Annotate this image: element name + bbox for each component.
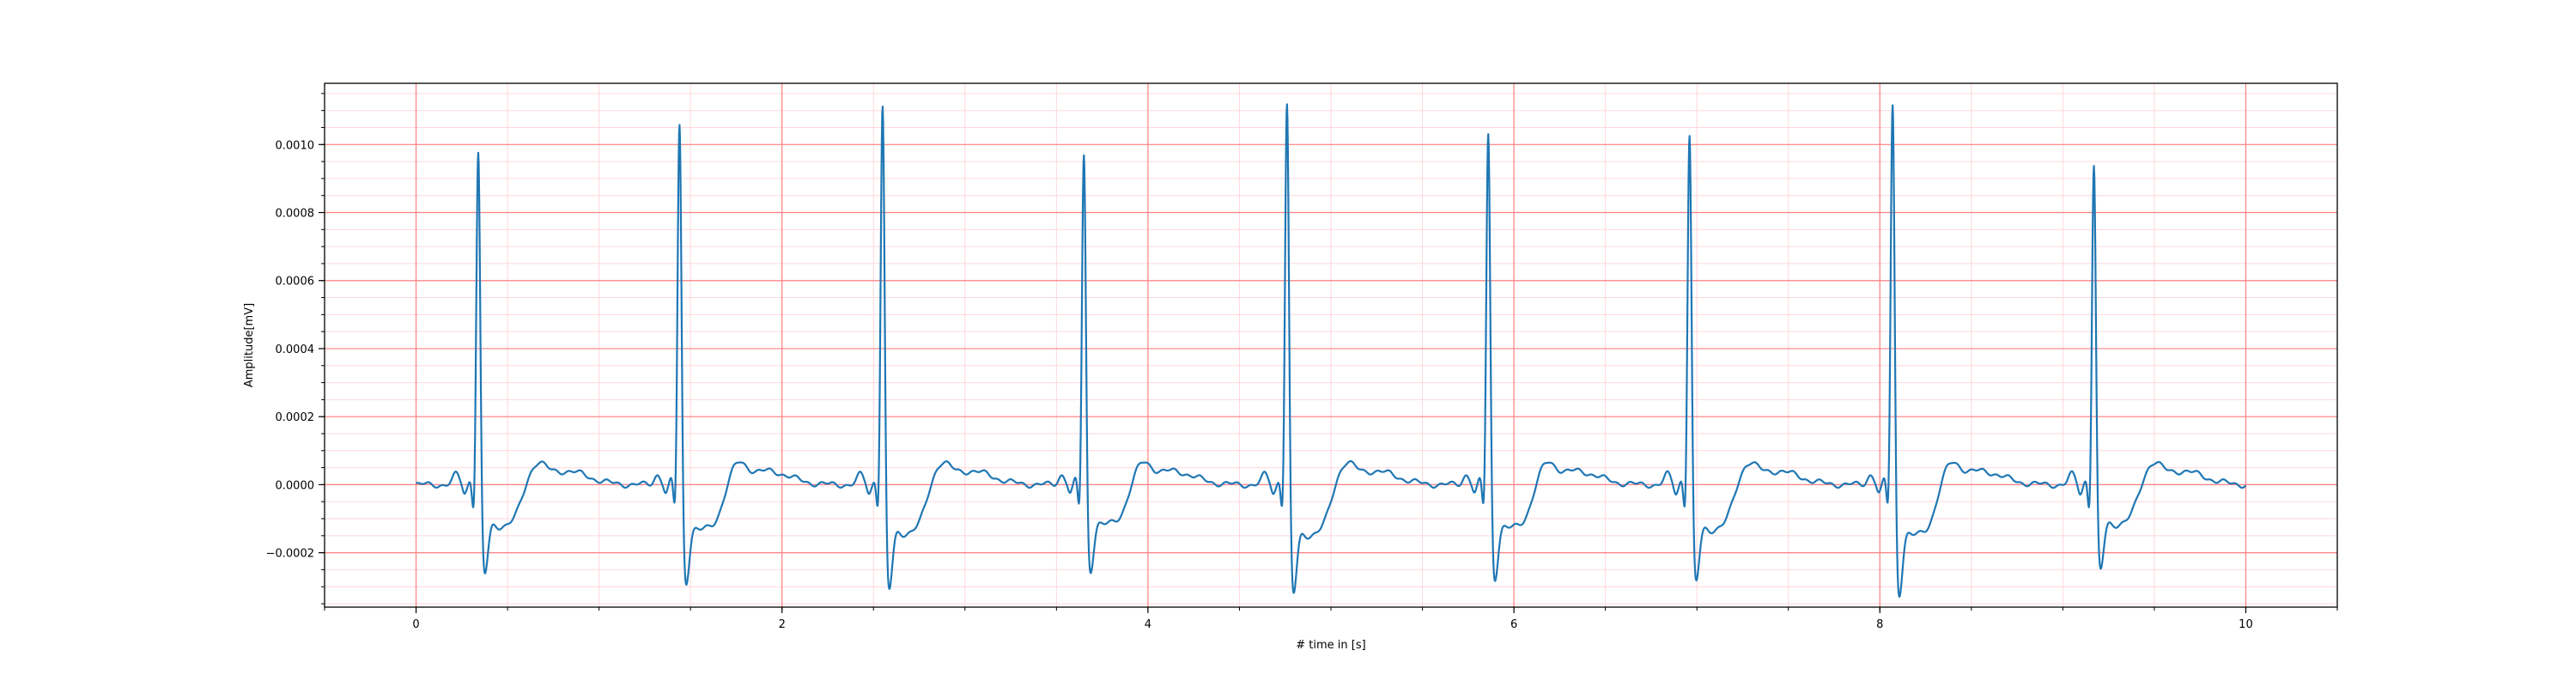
y-tick-label: 0.0004 xyxy=(276,344,315,356)
minor-grid xyxy=(324,83,2338,607)
y-tick-label: 0.0008 xyxy=(276,208,315,221)
y-tick-label: 0.0006 xyxy=(276,276,315,289)
axis-ticks: 0 2 4 6 8 10 −0.0002 0.0000 0.0002 0.0004 0.0006 0.… xyxy=(266,93,2338,631)
x-tick-label: 0 xyxy=(412,618,419,631)
y-tick-label: 0.0010 xyxy=(276,139,315,152)
major-grid xyxy=(325,83,2337,607)
y-tick-label: 0.0000 xyxy=(276,479,315,492)
ecg-signal-line xyxy=(415,103,2247,598)
y-tick-label: 0.0002 xyxy=(276,411,315,424)
x-tick-label: 4 xyxy=(1145,618,1151,631)
x-tick-label: 10 xyxy=(2239,618,2253,631)
x-axis-label: # time in [s] xyxy=(1296,639,1365,652)
y-tick-label: −0.0002 xyxy=(266,548,314,561)
x-tick-label: 8 xyxy=(1876,618,1883,631)
y-axis-label: Amplitude[mV] xyxy=(243,303,256,387)
x-tick-label: 6 xyxy=(1510,618,1517,631)
x-tick-label: 2 xyxy=(779,618,786,631)
